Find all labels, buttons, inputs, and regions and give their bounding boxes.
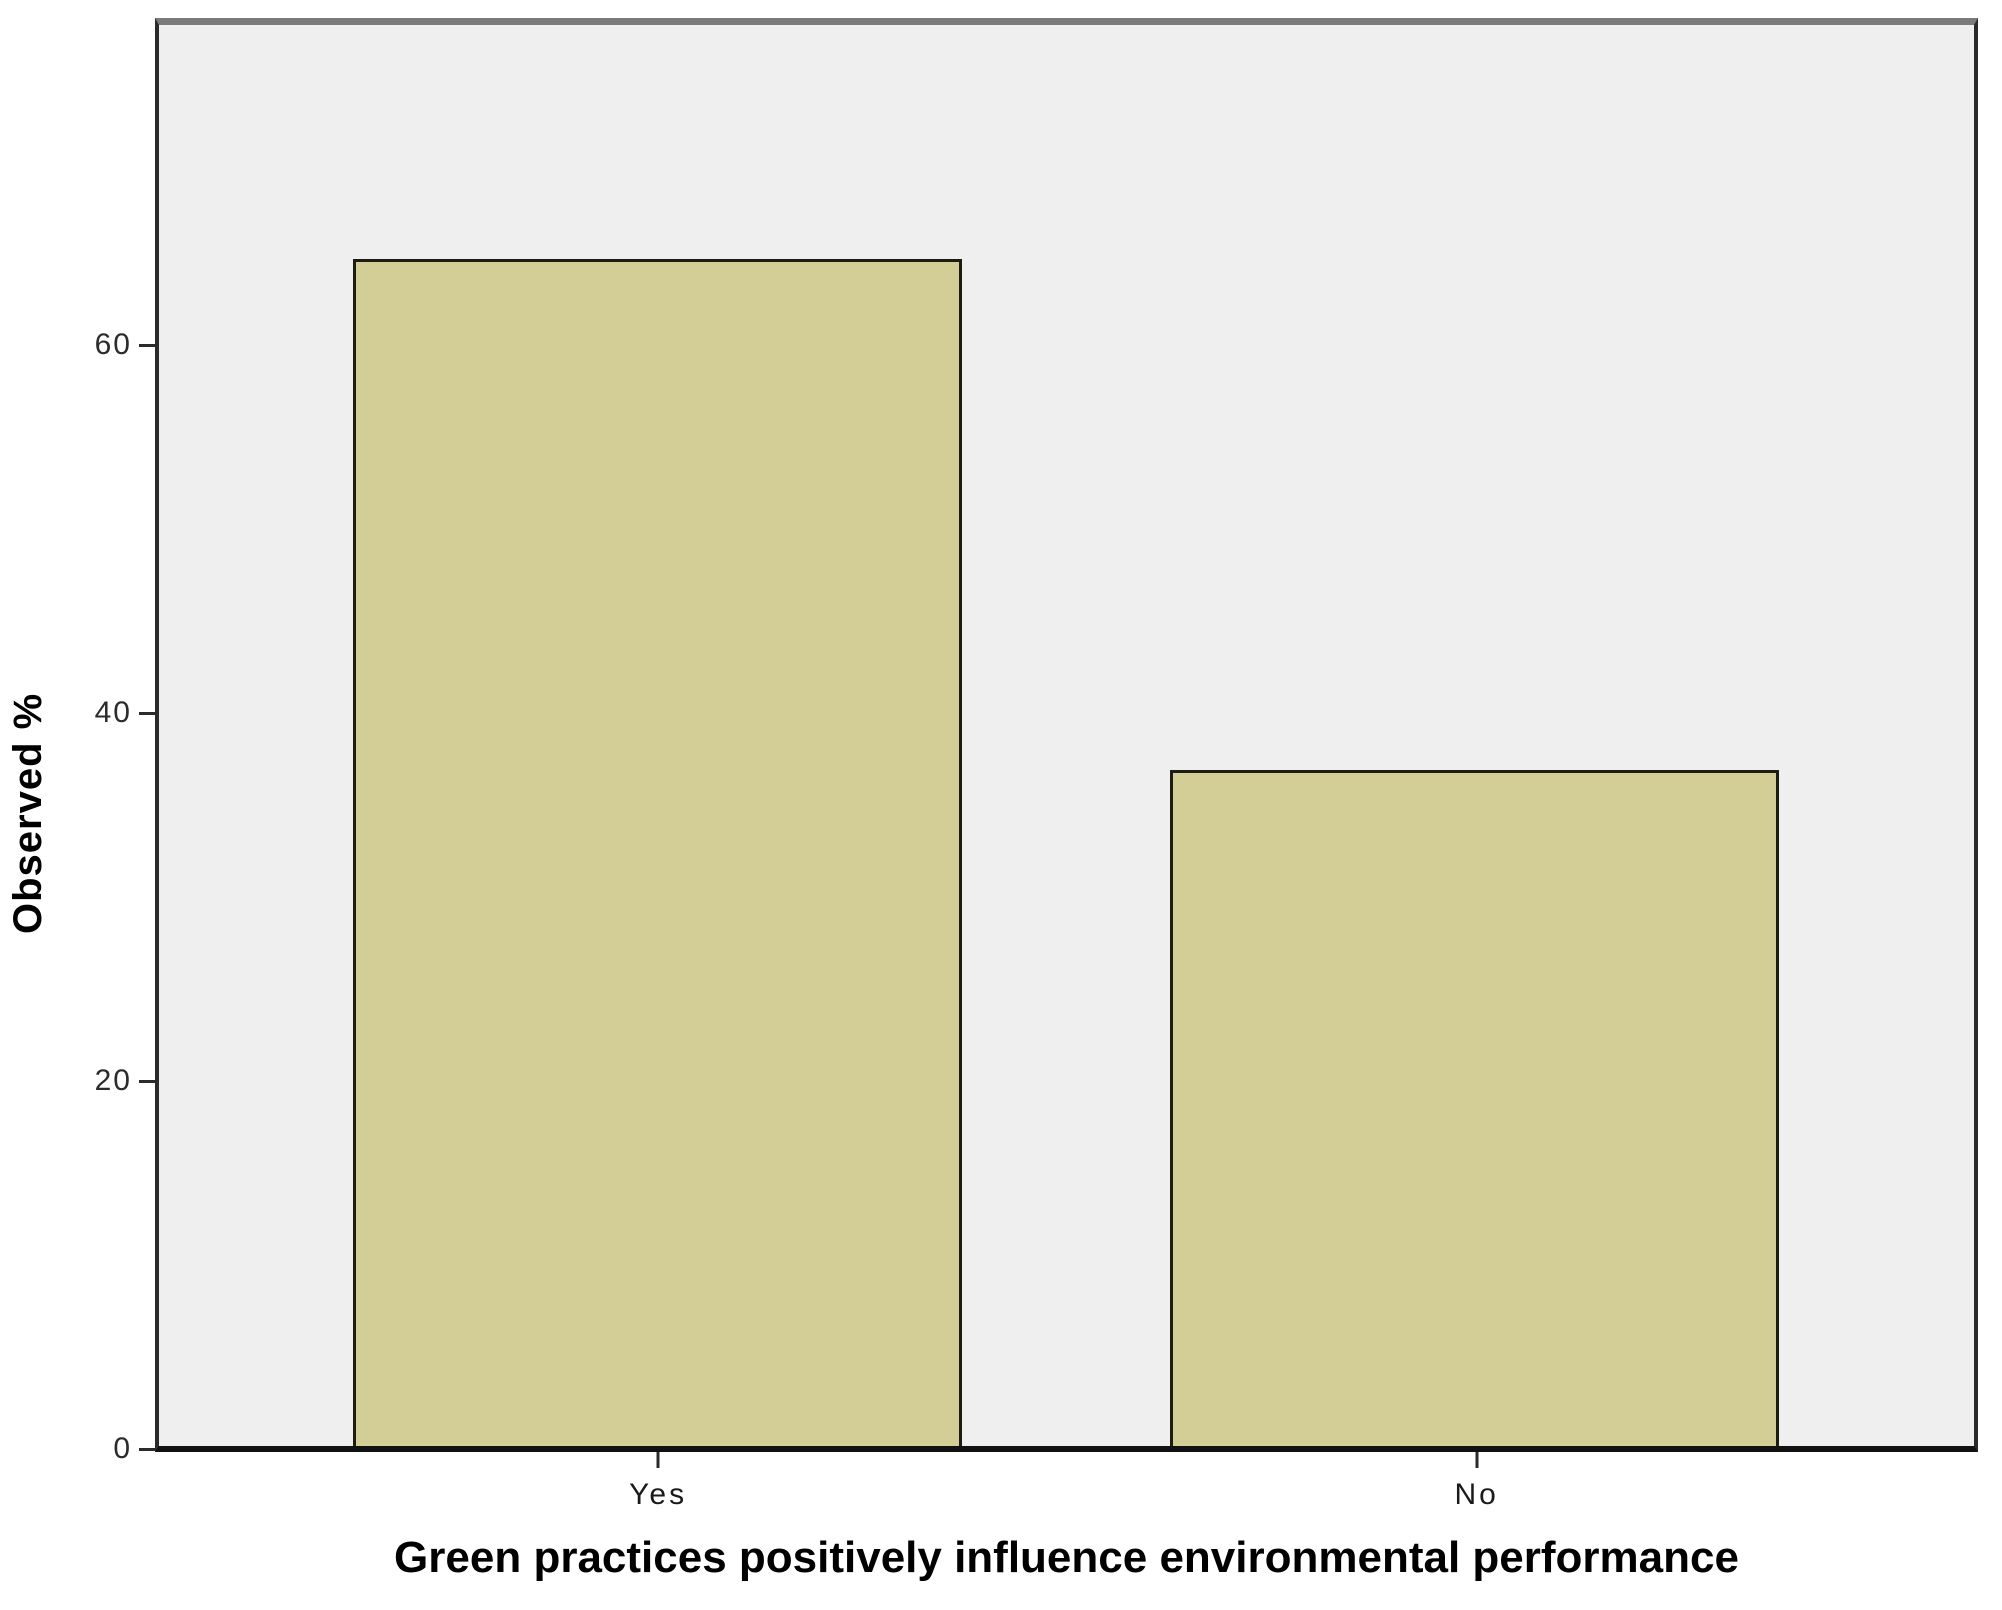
bar-no bbox=[1169, 770, 1779, 1446]
y-tick-label: 20 bbox=[94, 1064, 132, 1098]
y-tick-mark bbox=[139, 711, 155, 715]
y-tick-mark bbox=[139, 1447, 155, 1451]
y-axis-tick: 0 bbox=[113, 1434, 155, 1464]
y-axis-tick: 40 bbox=[95, 698, 155, 728]
x-axis bbox=[155, 1452, 1978, 1470]
y-tick-mark bbox=[139, 1079, 155, 1083]
x-axis-title: Green practices positively influence env… bbox=[394, 1533, 1739, 1582]
x-tick-mark bbox=[1475, 1452, 1479, 1468]
x-category-label-yes: Yes bbox=[629, 1478, 688, 1511]
x-category-label-no: No bbox=[1454, 1478, 1499, 1511]
y-axis-tick: 20 bbox=[95, 1066, 155, 1096]
y-tick-label: 60 bbox=[94, 328, 132, 362]
x-tick-mark bbox=[656, 1452, 660, 1468]
plot-area bbox=[155, 18, 1978, 1452]
y-axis: 0 20 40 60 bbox=[0, 18, 155, 1464]
y-tick-label: 40 bbox=[94, 696, 132, 730]
x-category-labels: Yes No bbox=[155, 1478, 1978, 1522]
y-tick-mark bbox=[139, 343, 155, 347]
y-tick-label: 0 bbox=[113, 1432, 132, 1465]
bar-yes bbox=[353, 258, 963, 1446]
y-axis-tick: 60 bbox=[95, 330, 155, 360]
